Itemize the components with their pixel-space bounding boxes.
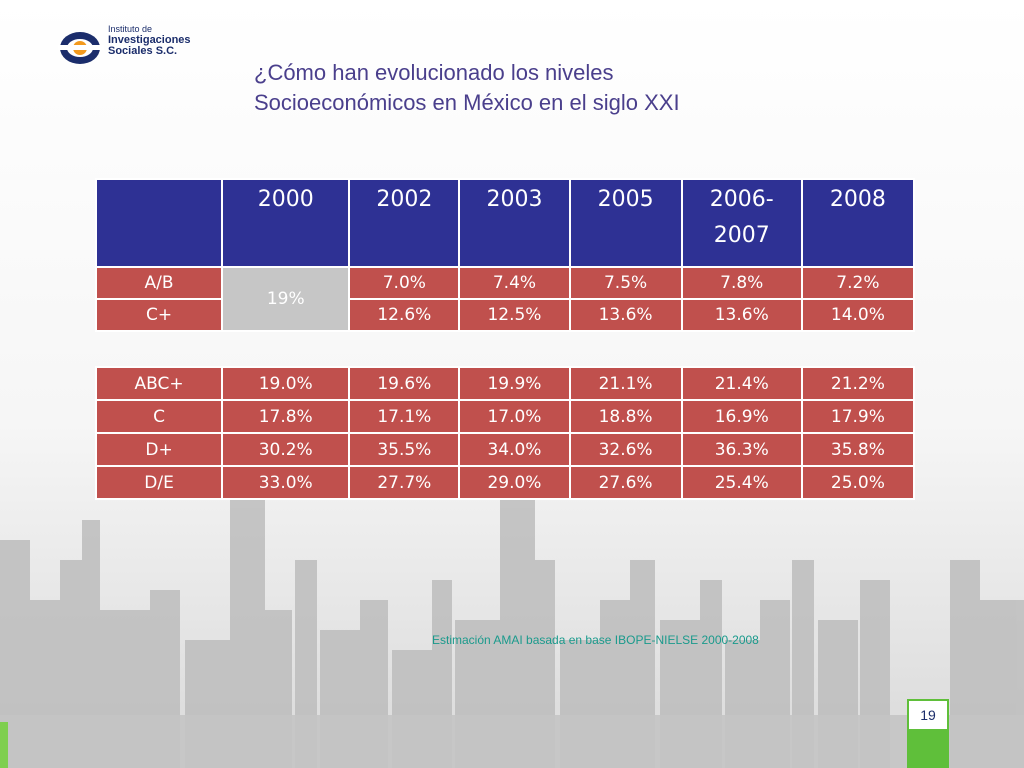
table-cell: 7.0% bbox=[348, 266, 461, 300]
row-label: C bbox=[94, 399, 224, 434]
table-cell: 19.0% bbox=[221, 366, 351, 401]
table-cell: 35.8% bbox=[800, 432, 916, 467]
table-cell: 13.6% bbox=[680, 298, 803, 332]
page-number: 19 bbox=[909, 701, 947, 729]
title-line-2: Socioeconómicos en México en el siglo XX… bbox=[254, 90, 680, 115]
table-cell: 7.2% bbox=[800, 266, 916, 300]
table-cell: 17.8% bbox=[221, 399, 351, 434]
nse-table-levels: ABC+ 19.0% 19.6% 19.9% 21.1% 21.4% 21.2%… bbox=[94, 366, 916, 500]
table-cell: 21.1% bbox=[568, 366, 683, 401]
table-row: D/E 33.0% 27.7% 29.0% 27.6% 25.4% 25.0% bbox=[94, 465, 916, 500]
table-cell: 30.2% bbox=[221, 432, 351, 467]
table-cell: 33.0% bbox=[221, 465, 351, 500]
logo-line-3: Sociales S.C. bbox=[108, 45, 178, 57]
row-label: ABC+ bbox=[94, 366, 224, 401]
table-cell: 17.9% bbox=[800, 399, 916, 434]
table-row: A/B 19% 7.0% 7.4% 7.5% 7.8% 7.2% bbox=[94, 266, 916, 332]
table-cell: 19.9% bbox=[458, 366, 571, 401]
header-cell-2003: 2003 bbox=[458, 178, 571, 268]
header-cell-empty bbox=[94, 178, 224, 268]
row-label: A/B bbox=[94, 266, 224, 300]
header-cell-2005: 2005 bbox=[568, 178, 683, 268]
table-row: ABC+ 19.0% 19.6% 19.9% 21.1% 21.4% 21.2% bbox=[94, 366, 916, 401]
table-cell: 36.3% bbox=[680, 432, 803, 467]
table-cell: 18.8% bbox=[568, 399, 683, 434]
table-header-row: 2000 2002 2003 2005 2006- 2007 2008 bbox=[94, 178, 916, 268]
table-cell: 13.6% bbox=[568, 298, 683, 332]
table-cell: 7.5% bbox=[568, 266, 683, 300]
header-cell-2000: 2000 bbox=[221, 178, 351, 268]
table-cell: 27.7% bbox=[348, 465, 461, 500]
table-cell: 12.6% bbox=[348, 298, 461, 332]
table-cell: 19.6% bbox=[348, 366, 461, 401]
table-cell: 21.4% bbox=[680, 366, 803, 401]
table-cell: 35.5% bbox=[348, 432, 461, 467]
logo-line-2: Investigaciones bbox=[108, 34, 191, 46]
logo-emblem-icon bbox=[58, 32, 104, 64]
table-cell: 7.4% bbox=[458, 266, 571, 300]
table-row: D+ 30.2% 35.5% 34.0% 32.6% 36.3% 35.8% bbox=[94, 432, 916, 467]
nse-table-ab-cplus: 2000 2002 2003 2005 2006- 2007 2008 A/B … bbox=[94, 178, 916, 332]
table-cell: 17.1% bbox=[348, 399, 461, 434]
title-line-1: ¿Cómo han evolucionado los niveles bbox=[254, 60, 614, 85]
header-cell-2002: 2002 bbox=[348, 178, 461, 268]
table-cell: 29.0% bbox=[458, 465, 571, 500]
merged-2000-cell: 19% bbox=[221, 266, 351, 332]
row-label: C+ bbox=[94, 298, 224, 332]
table-cell: 25.0% bbox=[800, 465, 916, 500]
header-cell-2008: 2008 bbox=[800, 178, 916, 268]
table-cell: 21.2% bbox=[800, 366, 916, 401]
table-cell: 25.4% bbox=[680, 465, 803, 500]
institute-logo: Instituto de Investigaciones Sociales S.… bbox=[58, 24, 208, 72]
table-cell: 27.6% bbox=[568, 465, 683, 500]
table-cell: 12.5% bbox=[458, 298, 571, 332]
table-cell: 17.0% bbox=[458, 399, 571, 434]
logo-line-1: Instituto de bbox=[108, 24, 153, 34]
row-label: D+ bbox=[94, 432, 224, 467]
table-cell: 16.9% bbox=[680, 399, 803, 434]
header-cell-2006-2007: 2006- 2007 bbox=[680, 178, 803, 268]
source-note: Estimación AMAI basada en base IBOPE-NIE… bbox=[432, 633, 759, 647]
table-row: C 17.8% 17.1% 17.0% 18.8% 16.9% 17.9% bbox=[94, 399, 916, 434]
table-row: C+ 12.6% 12.5% 13.6% 13.6% 14.0% bbox=[94, 298, 916, 332]
table-cell: 14.0% bbox=[800, 298, 916, 332]
table-cell: 7.8% bbox=[680, 266, 803, 300]
table-cell: 32.6% bbox=[568, 432, 683, 467]
row-label: D/E bbox=[94, 465, 224, 500]
slide-title: ¿Cómo han evolucionado los niveles Socio… bbox=[254, 58, 680, 118]
table-cell: 34.0% bbox=[458, 432, 571, 467]
